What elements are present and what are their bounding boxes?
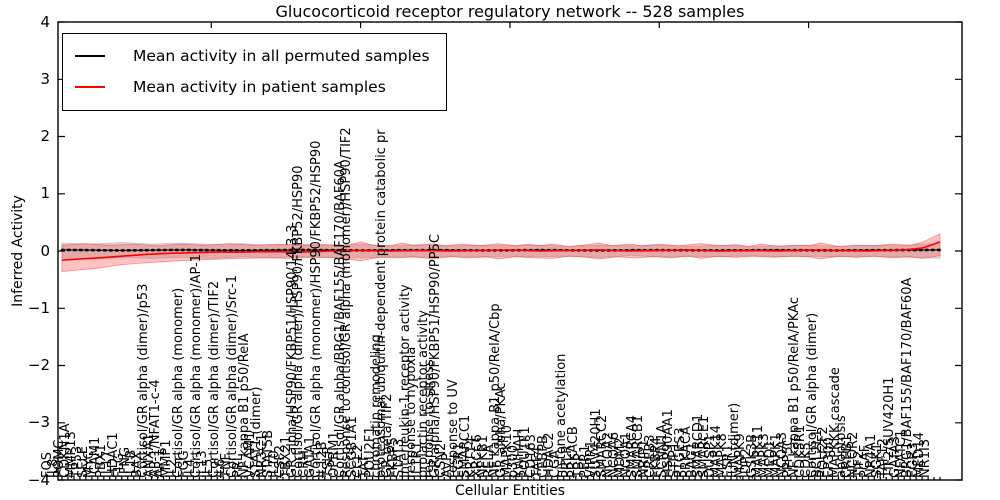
y-tick-label: 2 [40,127,50,145]
y-tick-label: −3 [27,413,50,432]
x-axis-label: Cellular Entities [454,483,566,499]
legend-label-permuted: Mean activity in all permuted samples [133,46,430,65]
x-entity-label: Cortisol/GR alpha (monomer)/HSP90/FKBP52… [308,140,324,478]
legend-label-patient: Mean activity in patient samples [133,77,386,96]
x-entity-label: Cortisol/GR alpha (monomer)/AP-1 [189,254,205,478]
x-entity-label: NR1I3 [918,438,933,478]
y-tick-label: 0 [40,241,50,260]
y-tick-label: 1 [40,184,50,203]
patient-line-swatch [75,85,105,88]
legend-entry-patient: Mean activity in patient samples [75,71,430,102]
permuted-line-swatch [75,54,105,57]
axis-ticks [58,21,962,481]
y-tick-label: 4 [40,12,50,31]
legend: Mean activity in all permuted samples Me… [62,33,447,111]
x-entity-label: Cortisol/GR alpha (dimer)/TIF2 [207,280,223,478]
legend-entry-permuted: Mean activity in all permuted samples [75,40,430,71]
x-entity-label: Cortisol/GR alpha (dimer)/HSP90/FKBP52/H… [290,165,306,478]
patient-band [61,233,941,273]
y-tick-label: −1 [27,298,50,317]
y-tick-label: −2 [27,356,50,374]
y-tick-label: 3 [40,69,50,88]
chart-title: Glucocorticoid receptor regulatory netwo… [275,2,745,21]
y-tick-label: −4 [27,470,50,489]
x-entity-label: GR alpha/HSP90/FKBP51/HSP90/PP5C [428,234,444,478]
patient-mean-line [61,241,941,261]
